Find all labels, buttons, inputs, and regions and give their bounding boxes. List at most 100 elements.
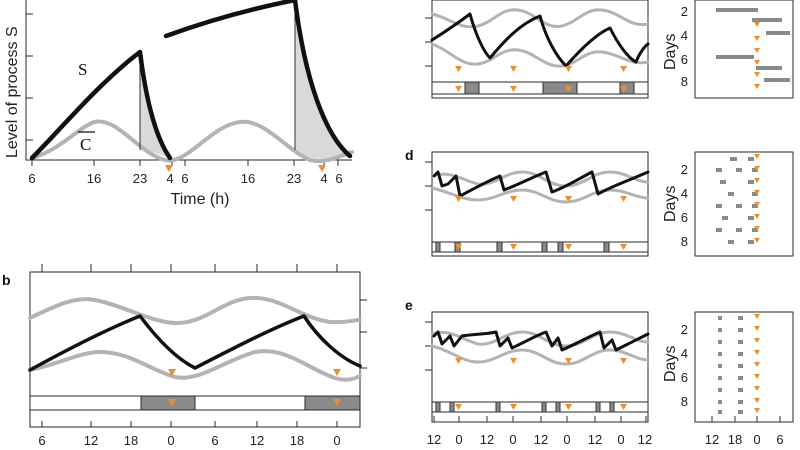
panel-e-y-tick-label: 4 (681, 346, 688, 361)
panel-d-lower-curve (430, 186, 650, 204)
panel-d-y-tick-labels: 2 4 6 8 (681, 162, 688, 249)
panel-a-circadian-curve (30, 119, 354, 163)
panel-e-y-tick-label: 6 (681, 370, 688, 385)
panel-d-left-ticks (425, 161, 432, 211)
panel-b-lower-threshold-curve (28, 349, 362, 382)
panel-a-c-label: C (80, 135, 91, 154)
panel-c: 2 4 6 8 Days (425, 0, 794, 99)
panel-a-y-axis-label: Level of process S (4, 26, 21, 158)
panel-d: d (405, 147, 794, 257)
panel-e-raster-x-tick-label: 6 (776, 432, 783, 447)
panel-a-x-tick-label: 6 (181, 171, 188, 186)
panel-b-x-tick-label: 18 (290, 433, 304, 448)
panel-b-top-ticks (41, 264, 338, 272)
panel-a-x-tick-label: 23 (133, 171, 147, 186)
panel-c-y-tick-label: 4 (681, 28, 688, 43)
panel-c-marker (455, 66, 462, 72)
panel-e-x-tick-label: 12 (588, 432, 602, 447)
panel-c-sleep-episode (542, 81, 578, 95)
panel-e-raster-frame (694, 311, 794, 423)
panel-e-sleep-episodes (435, 401, 615, 413)
panel-e-x-tick-label: 0 (509, 432, 516, 447)
panel-b-x-tick-labels: 6 12 18 0 6 12 18 0 (38, 433, 340, 448)
panel-a-process-s-curve-2 (163, 0, 353, 159)
panel-a-x-tick-label: 6 (335, 171, 342, 186)
panel-e-bar-markers (455, 404, 627, 410)
panel-a-axes (25, 0, 352, 161)
panel-e-raster-markers (754, 314, 760, 413)
panel-e-frame (431, 311, 649, 423)
panel-a-x-axis-label: Time (h) (171, 191, 230, 208)
panel-b-marker-2 (333, 369, 341, 376)
panel-d-y-tick-label: 6 (681, 210, 688, 225)
panel-a-marker-2 (318, 165, 326, 172)
panel-e-markers (455, 358, 627, 364)
panel-c-bar-marker (565, 86, 572, 92)
panel-d-raster-frame (694, 151, 794, 257)
panel-e-x-tick-label: 0 (455, 432, 462, 447)
panel-c-y-tick-label: 2 (681, 4, 688, 19)
panel-b-x-tick-label: 0 (333, 433, 340, 448)
panel-e-y-tick-label: 2 (681, 322, 688, 337)
panel-c-lower-curve (430, 42, 650, 68)
panel-c-raster-markers (754, 22, 760, 89)
panel-e: e 12 0 (405, 297, 794, 447)
panel-c-y-tick-label: 8 (681, 74, 688, 89)
panel-e-upper-curve (430, 330, 650, 348)
panel-d-y-tick-label: 8 (681, 234, 688, 249)
panel-e-x-tick-label: 12 (427, 432, 441, 447)
panel-d-bar-markers (455, 244, 627, 250)
panel-b-right-ticks (360, 299, 367, 369)
panel-d-process-s-curve (432, 170, 650, 198)
panel-c-raster-bars (716, 8, 790, 82)
panel-e-raster-bottom-ticks (711, 416, 781, 422)
panel-a-x-tick-labels: 6 16 23 4 6 16 23 4 6 (28, 171, 342, 186)
panel-e-sleep-track (431, 401, 649, 413)
panel-e-lower-curve (430, 344, 650, 366)
panel-a-process-s-curve (29, 49, 173, 161)
panel-d-y-tick-label: 2 (681, 162, 688, 177)
panel-a-x-tick-label: 23 (287, 171, 301, 186)
panel-a-y-ticks (26, 13, 33, 141)
panel-b-sleep-episode-2 (304, 395, 361, 411)
panel-b-upper-threshold-curve (28, 295, 362, 326)
panel-e-x-tick-labels: 12 0 12 0 12 0 12 0 12 (427, 432, 652, 447)
panel-a-x-ticks (31, 160, 339, 166)
panel-a-x-tick-label: 4 (320, 171, 327, 186)
panel-b-process-s-curve (28, 314, 362, 372)
panel-d-sleep-track (431, 241, 649, 253)
panel-a-s-label: S (78, 60, 87, 79)
panel-e-y-tick-labels: 2 4 6 8 (681, 322, 688, 409)
panel-d-label: d (405, 147, 414, 163)
panel-d-markers (455, 196, 627, 202)
panel-b-frame (29, 271, 361, 428)
panel-d-upper-curve (430, 170, 650, 188)
panel-b-label: b (2, 272, 11, 288)
panel-b-x-tick-label: 0 (167, 433, 174, 448)
panel-c-bar-marker (455, 86, 462, 92)
panel-b-x-tick-label: 18 (124, 433, 138, 448)
panel-e-raster-x-tick-label: 12 (705, 432, 719, 447)
panel-e-x-tick-label: 12 (638, 432, 652, 447)
panel-a-x-tick-label: 4 (166, 171, 173, 186)
panel-e-x-tick-label: 0 (617, 432, 624, 447)
panel-e-raster-x-tick-labels: 12 18 0 6 (705, 432, 784, 447)
panel-e-bottom-ticks (433, 416, 647, 422)
panel-d-raster-bars (716, 157, 758, 244)
panel-c-marker (620, 66, 627, 72)
panel-b: b (2, 264, 367, 448)
panel-e-x-tick-label: 12 (480, 432, 494, 447)
panel-a-marker-1 (165, 165, 173, 172)
panel-a-x-tick-label: 16 (241, 171, 255, 186)
panel-c-marker (565, 66, 572, 72)
panel-c-frame (431, 0, 649, 99)
panel-b-x-tick-label: 12 (250, 433, 264, 448)
panel-e-raster-x-tick-label: 18 (728, 432, 742, 447)
panel-b-x-tick-label: 6 (211, 433, 218, 448)
panel-c-process-s-curve (430, 12, 650, 68)
panel-c-y-tick-label: 6 (681, 52, 688, 67)
panel-c-raster-frame (694, 0, 794, 99)
panel-b-x-tick-label: 6 (38, 433, 45, 448)
panel-a-x-tick-label: 6 (28, 171, 35, 186)
